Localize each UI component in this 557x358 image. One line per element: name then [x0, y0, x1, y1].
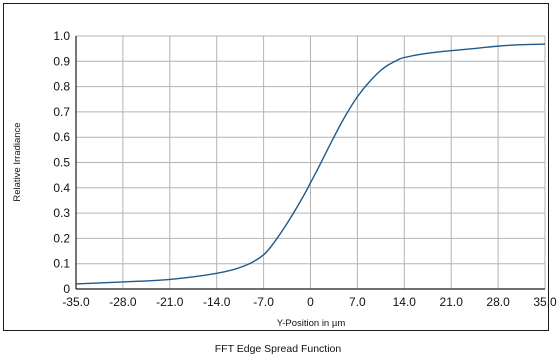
y-tick-label: 0.9 — [53, 54, 70, 68]
y-tick-label: 0.3 — [53, 206, 70, 220]
y-tick-label: 0.8 — [53, 80, 70, 94]
x-tick-label: 35.0 — [533, 295, 557, 309]
y-tick-label: 0.4 — [53, 181, 70, 195]
x-tick-label: -21.0 — [156, 295, 184, 309]
y-tick-label: 0.2 — [53, 231, 70, 245]
x-tick-label: -28.0 — [109, 295, 137, 309]
x-tick-label: 14.0 — [393, 295, 417, 309]
tick-labels: -35.0 -28.0 -21.0 -14.0 -7.0 0 7.0 14.0 21.0 28.0… — [53, 29, 557, 309]
axes — [75, 36, 545, 290]
x-axis-label: Y-Position in µm — [277, 318, 346, 329]
x-tick-label: 21.0 — [440, 295, 464, 309]
grid — [75, 35, 546, 290]
x-tick-label: 0 — [307, 295, 314, 309]
y-tick-label: 0 — [63, 282, 70, 296]
x-tick-label: -35.0 — [62, 295, 90, 309]
y-tick-label: 0.6 — [53, 130, 70, 144]
y-tick-label: 0.5 — [53, 156, 70, 170]
y-tick-label: 1.0 — [53, 29, 70, 43]
chart-frame — [3, 3, 549, 331]
series-layer — [75, 43, 546, 285]
series-line — [75, 43, 546, 285]
chart-caption: FFT Edge Spread Function — [215, 343, 342, 355]
y-axis-label: Relative Irradiance — [12, 122, 23, 201]
y-tick-label: 0.7 — [53, 105, 70, 119]
x-tick-label: 28.0 — [486, 295, 510, 309]
x-tick-label: 7.0 — [349, 295, 366, 309]
x-tick-label: -7.0 — [253, 295, 274, 309]
x-tick-label: -14.0 — [203, 295, 231, 309]
y-tick-label: 0.1 — [53, 257, 70, 271]
